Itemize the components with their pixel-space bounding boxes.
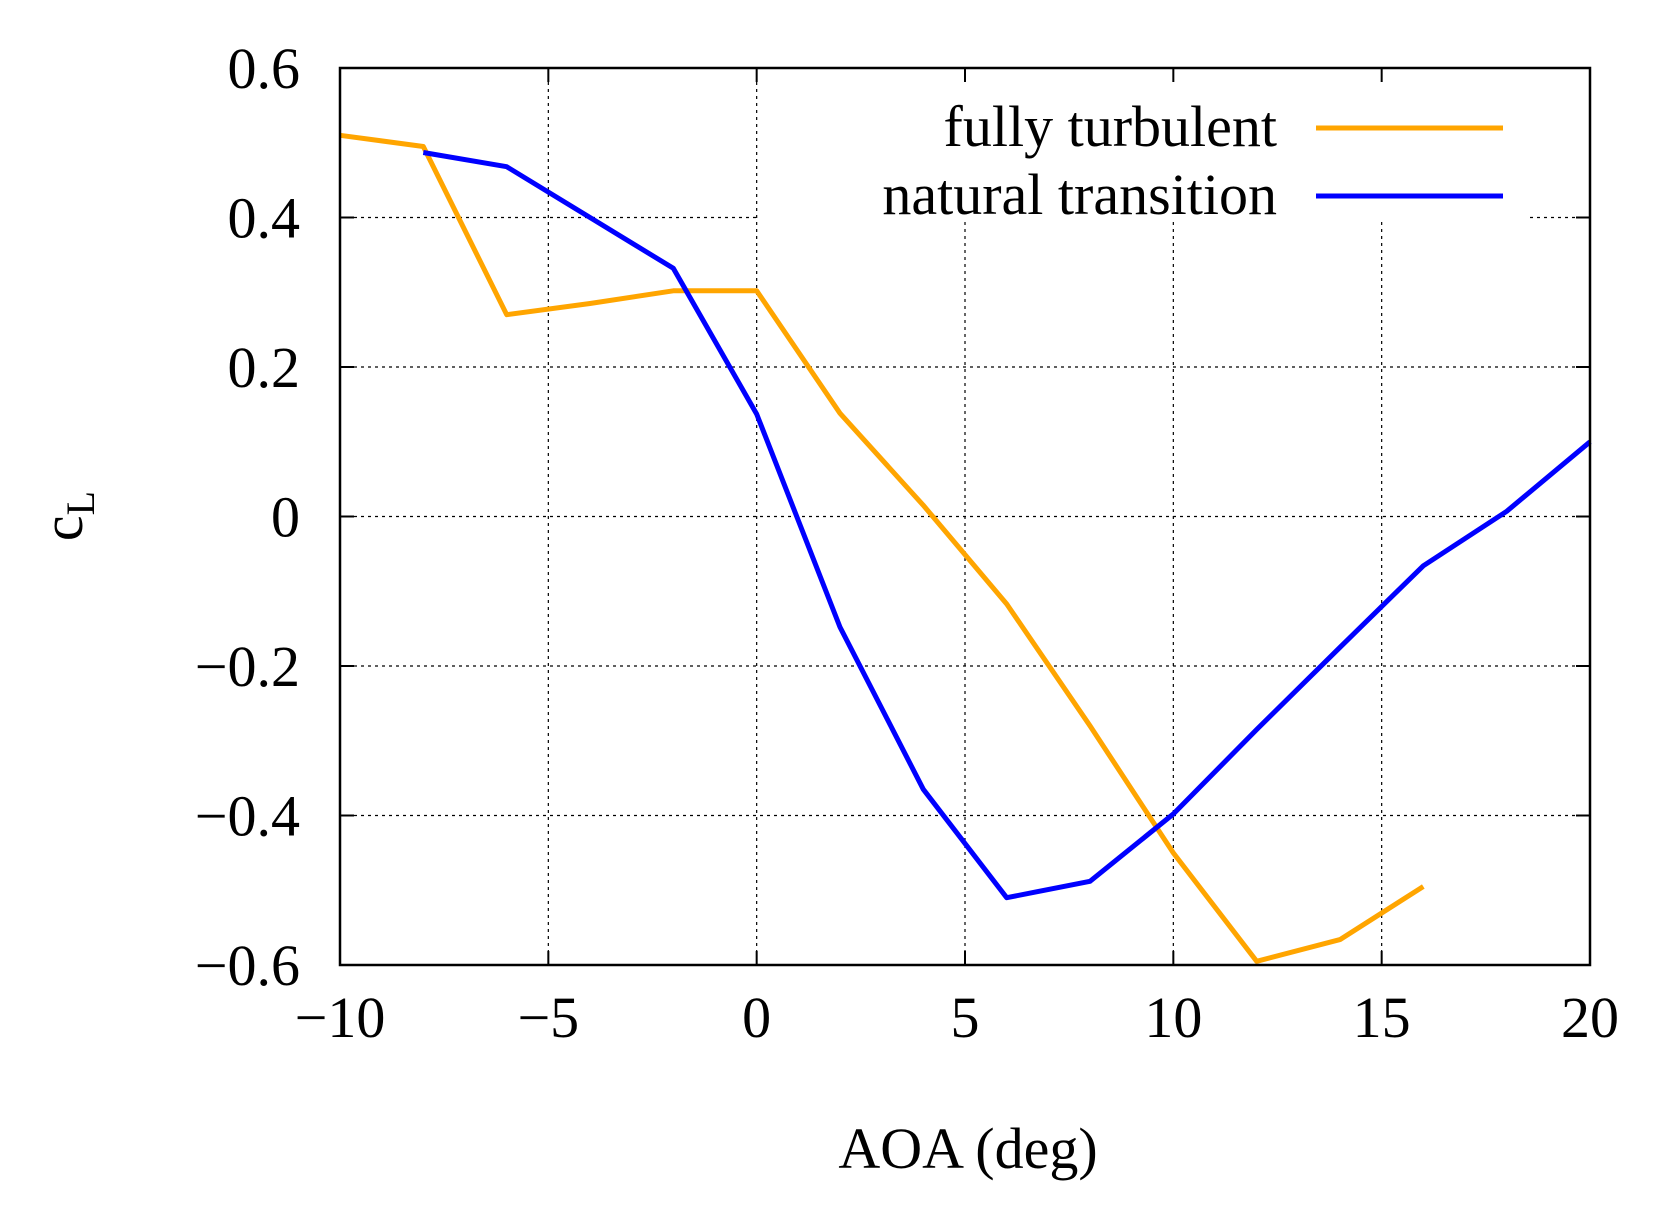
y-axis-title: cL — [30, 491, 103, 541]
series-line — [339, 132, 1425, 964]
y-tick-label: −0.2 — [195, 634, 300, 699]
series-natural-transition — [422, 150, 1592, 901]
y-tick-label: 0.2 — [228, 335, 301, 400]
x-tick-label: 15 — [1353, 985, 1411, 1050]
series-layer — [339, 132, 1592, 964]
y-tick-label: −0.6 — [195, 933, 300, 998]
x-tick-label: 0 — [742, 985, 771, 1050]
y-axis-title-main: c — [30, 515, 95, 541]
legend-label: natural transition — [882, 162, 1277, 227]
x-tick-label: −5 — [517, 985, 579, 1050]
y-tick-label: 0.6 — [228, 36, 301, 101]
series-fully-turbulent — [339, 132, 1425, 964]
x-tick-label: 20 — [1561, 985, 1619, 1050]
legend-label: fully turbulent — [944, 94, 1277, 159]
x-tick-label: 5 — [951, 985, 980, 1050]
y-tick-label: 0.4 — [228, 186, 301, 251]
grid-layer — [340, 68, 1590, 965]
series-line — [422, 150, 1592, 901]
y-tick-label: −0.4 — [195, 784, 300, 849]
x-tick-label: −10 — [295, 985, 386, 1050]
svg-text:cL: cL — [30, 491, 103, 541]
y-tick-label: 0 — [271, 485, 300, 550]
y-axis-title-sub: L — [58, 491, 103, 515]
ticks-layer: −10 −5 0 5 10 15 20 −0.6 −0.4 −0.2 0 0.2 0.4 0.6 — [195, 36, 1619, 1050]
x-axis-title: AOA (deg) — [838, 1116, 1097, 1181]
x-tick-label: 10 — [1144, 985, 1202, 1050]
